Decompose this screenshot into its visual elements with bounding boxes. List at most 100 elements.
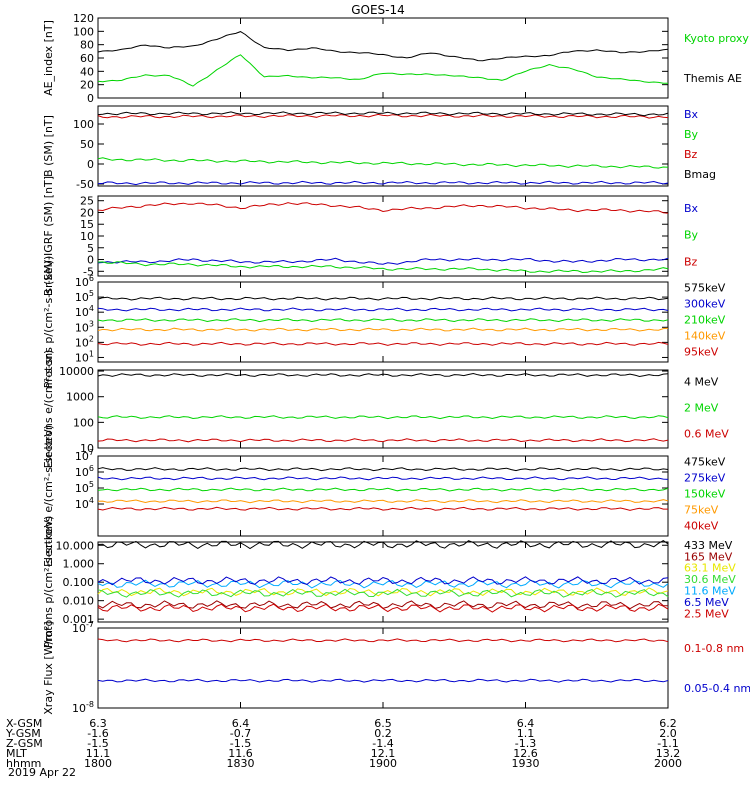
- series-line: [97, 157, 669, 169]
- y-tick-label: 10.000: [56, 539, 95, 552]
- time-axis-row-label: hhmm: [6, 757, 41, 770]
- y-tick-label: 10: [80, 230, 94, 243]
- time-axis-row-label: Z-GSM: [6, 737, 43, 750]
- time-axis-value: 2.0: [659, 727, 677, 740]
- y-tick-label: 60: [80, 52, 94, 65]
- series-line: [97, 318, 669, 323]
- time-axis-value: -1.5: [230, 737, 251, 750]
- legend-entry: 0.05-0.4 nm: [684, 682, 750, 695]
- y-tick-label: 15: [80, 218, 94, 231]
- panel-frame: [97, 17, 669, 99]
- y-axis-label: Xray Flux [W/m²]: [42, 621, 55, 714]
- legend-entry: 40keV: [684, 520, 719, 533]
- y-tick-label: 5: [87, 242, 94, 255]
- time-axis-row-label: Y-GSM: [5, 727, 41, 740]
- y-tick-label: 100: [73, 25, 94, 38]
- y-tick-label: 0.010: [63, 595, 95, 608]
- y-tick-label: 50: [80, 138, 94, 151]
- series-line: [97, 296, 669, 301]
- time-axis-value: 1800: [84, 757, 112, 770]
- legend-entry: Bx: [684, 108, 699, 121]
- y-axis-label: Electrons e/(cm²-s-sr-keV): [42, 425, 55, 567]
- time-axis-value: -1.5: [87, 737, 108, 750]
- y-tick-label: 102: [75, 334, 94, 349]
- series-line: [97, 327, 669, 332]
- y-tick-label: 10: [80, 442, 94, 455]
- series-line: [97, 588, 669, 598]
- series-line: [97, 372, 669, 378]
- y-tick-label: 20: [80, 79, 94, 92]
- legend-entry: 140keV: [684, 330, 726, 343]
- y-tick-label: 105: [75, 289, 94, 304]
- time-axis-value: 2000: [654, 757, 682, 770]
- time-axis-value: -0.7: [230, 727, 251, 740]
- series-line: [97, 31, 669, 62]
- series-line: [97, 261, 669, 274]
- series-line: [97, 467, 669, 472]
- legend-entry: Kyoto proxy AE: [684, 32, 750, 45]
- y-axis-label: AE_index [nT]: [42, 20, 55, 96]
- panel-frame: [97, 105, 669, 187]
- time-axis-value: 1.1: [517, 727, 535, 740]
- y-axis-label: Electrons e/(cm²-s-sr): [42, 350, 55, 469]
- legend-entry: 2 MeV: [684, 402, 719, 415]
- time-axis-value: 11.1: [86, 747, 111, 760]
- time-axis-value: -1.1: [657, 737, 678, 750]
- series-line: [97, 540, 669, 550]
- series-line: [97, 257, 669, 265]
- time-axis-value: 11.6: [228, 747, 253, 760]
- y-tick-label: 25: [80, 195, 94, 208]
- y-tick-label: -5: [83, 265, 94, 278]
- y-tick-label: 40: [80, 65, 94, 78]
- legend-entry: 165 MeV: [684, 550, 733, 563]
- series-line: [97, 202, 669, 214]
- y-tick-label: 0: [87, 92, 94, 105]
- time-axis-value: -1.4: [372, 737, 393, 750]
- legend-entry: 6.5 MeV: [684, 596, 729, 609]
- series-line: [97, 499, 669, 504]
- legend-entry: 150keV: [684, 488, 726, 501]
- legend-entry: 2.5 MeV: [684, 607, 729, 620]
- series-line: [97, 307, 669, 312]
- legend-entry: 0.1-0.8 nm: [684, 642, 744, 655]
- time-axis-value: -1.3: [515, 737, 536, 750]
- legend-entry: 575keV: [684, 282, 726, 295]
- series-line: [97, 603, 669, 613]
- series-line: [97, 180, 669, 186]
- y-tick-label: 106: [75, 464, 94, 479]
- panel-frame: [97, 369, 669, 449]
- series-line: [97, 506, 668, 511]
- y-tick-label: 10-8: [72, 700, 94, 715]
- plot-title: GOES-14: [351, 3, 405, 17]
- time-axis-value: 6.3: [89, 717, 107, 730]
- y-tick-label: 0.001: [63, 613, 95, 626]
- y-tick-label: 103: [75, 319, 94, 334]
- time-axis-value: 6.2: [659, 717, 677, 730]
- legend-entry: By: [684, 229, 699, 242]
- panel-2: -50 0 50 100 B (SM) [nT] Bx By Bz Bmag: [42, 105, 716, 191]
- y-axis-label: Protons p/(cm²-s-sr-keV): [42, 516, 55, 649]
- legend-entry: 30.6 MeV: [684, 573, 736, 586]
- y-tick-label: 104: [75, 496, 94, 511]
- y-tick-label: 1000: [66, 391, 94, 404]
- series-line: [97, 579, 669, 589]
- series-line: [97, 600, 669, 610]
- series-line: [97, 113, 669, 119]
- time-axis-row-label: MLT: [6, 747, 27, 760]
- y-tick-label: 107: [75, 448, 94, 463]
- legend-entry: 300keV: [684, 298, 726, 311]
- date-label: 2019 Apr 22: [8, 766, 77, 779]
- series-line: [97, 476, 669, 481]
- legend-entry: Bx: [684, 202, 699, 215]
- time-axis-row-label: X-GSM: [6, 717, 42, 730]
- time-axis-value: 1830: [227, 757, 255, 770]
- legend-entry: 75keV: [684, 504, 719, 517]
- y-tick-label: 0: [87, 158, 94, 171]
- legend-entry: 11.6 MeV: [684, 585, 736, 598]
- legend-entry: 63.1 MeV: [684, 562, 736, 575]
- y-axis-label: Protons p/(cm²-s-sr-keV): [42, 256, 55, 389]
- y-tick-label: 105: [75, 480, 94, 495]
